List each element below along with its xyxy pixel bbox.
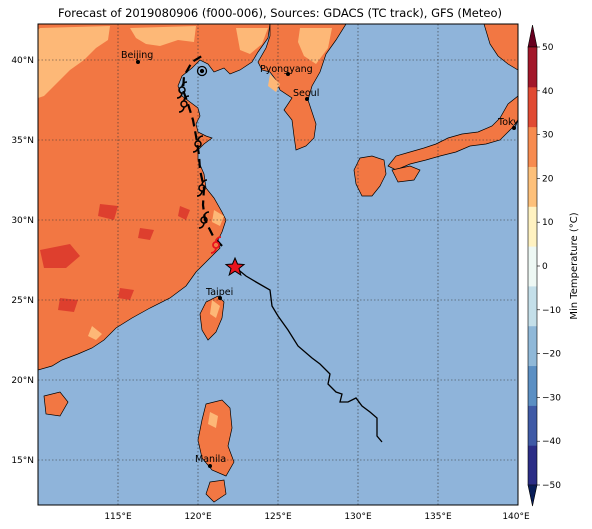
land-luzon bbox=[197, 399, 235, 477]
longitude-ticks: 115°E 120°E 125°E 130°E 135°E 140°E bbox=[104, 512, 530, 522]
colorbar-tick-label: −50 bbox=[542, 481, 561, 491]
colorbar-band bbox=[528, 86, 537, 128]
land-japan-hokkaido bbox=[483, 24, 518, 71]
land-japan-honshu bbox=[387, 95, 518, 171]
lon-tick: 115°E bbox=[104, 512, 132, 522]
colorbar-extend-max bbox=[527, 24, 538, 48]
city-marker-pyongyang bbox=[286, 72, 290, 76]
city-marker-taipei bbox=[218, 296, 222, 300]
colorbar-tick-label: 50 bbox=[542, 43, 554, 53]
map-title: Forecast of 2019080906 (f000-006), Sourc… bbox=[58, 6, 502, 20]
city-label-seoul: Seoul bbox=[293, 88, 319, 99]
typhoon-symbol-5 bbox=[176, 81, 188, 99]
lon-tick: 135°E bbox=[424, 512, 452, 522]
lat-tick: 35°N bbox=[11, 136, 34, 146]
lat-tick: 30°N bbox=[11, 216, 34, 226]
colorbar-tick-label: 20 bbox=[542, 174, 554, 184]
city-marker-beijing bbox=[136, 60, 140, 64]
colorbar-band bbox=[528, 166, 537, 207]
land-hainan bbox=[43, 391, 69, 417]
lon-tick: 120°E bbox=[184, 512, 212, 522]
latest-position-star bbox=[224, 256, 246, 277]
current-position-typhoon bbox=[210, 236, 222, 254]
colorbar-band bbox=[528, 285, 537, 327]
city-marker-tokyo bbox=[512, 126, 516, 130]
colorbar: 50 40 30 20 10 0 −10 −20 −30 −40 −50 Min Temperatu… bbox=[527, 24, 580, 507]
city-marker-manila bbox=[208, 464, 212, 468]
colorbar-tick-label: −40 bbox=[542, 437, 561, 447]
colorbar-band bbox=[528, 405, 537, 446]
city-label-pyongyang: Pyongyang bbox=[260, 64, 313, 75]
map-frame bbox=[37, 23, 519, 506]
colorbar-band bbox=[528, 246, 537, 287]
lon-tick: 125°E bbox=[264, 512, 292, 522]
colorbar-band bbox=[528, 365, 537, 406]
city-marker-seoul bbox=[305, 97, 309, 101]
colorbar-tick-label: −20 bbox=[542, 350, 561, 360]
latitude-ticks: 15°N 20°N 25°N 30°N 35°N 40°N bbox=[11, 56, 34, 466]
tc-track-past bbox=[234, 266, 383, 443]
map-panel[interactable]: Beijing Pyongyang Seoul Tokyo Taipei Man… bbox=[37, 23, 525, 506]
colorbar-band bbox=[528, 206, 537, 247]
city-label-beijing: Beijing bbox=[121, 50, 153, 61]
colorbar-tick-label: −30 bbox=[542, 393, 561, 403]
city-label-manila: Manila bbox=[195, 454, 226, 465]
typhoon-symbol-1 bbox=[198, 211, 210, 229]
city-label-taipei: Taipei bbox=[205, 287, 233, 298]
land-japan-kyushu bbox=[353, 155, 387, 197]
city-label-tokyo: Tokyo bbox=[497, 117, 525, 128]
typhoon-symbol-3 bbox=[192, 135, 204, 153]
typhoon-symbol-4 bbox=[178, 95, 190, 113]
typhoon-symbol-6 bbox=[196, 65, 208, 77]
colorbar-label: Min Temperature (°C) bbox=[569, 212, 580, 319]
lon-tick: 140°E bbox=[502, 512, 530, 522]
colorbar-tick-label: 0 bbox=[542, 262, 548, 272]
colorbar-extend-min bbox=[527, 484, 538, 507]
typhoon-symbol-2 bbox=[196, 179, 208, 197]
colorbar-tick-label: 40 bbox=[542, 87, 554, 97]
lon-tick: 130°E bbox=[344, 512, 372, 522]
colorbar-band bbox=[528, 126, 537, 167]
land-mindoro bbox=[205, 479, 227, 503]
land-korea bbox=[257, 24, 347, 151]
lat-tick: 15°N bbox=[11, 456, 34, 466]
colorbar-tick-label: 10 bbox=[542, 218, 554, 228]
colorbar-band bbox=[528, 47, 537, 88]
colorbar-band bbox=[528, 325, 537, 367]
map-grid bbox=[38, 24, 518, 505]
lat-tick: 25°N bbox=[11, 296, 34, 306]
temperature-band-10-20 bbox=[38, 26, 332, 428]
colorbar-tick-label: −10 bbox=[542, 306, 561, 316]
colorbar-band bbox=[528, 445, 537, 486]
lat-tick: 20°N bbox=[11, 376, 34, 386]
temperature-band-30-40 bbox=[40, 204, 190, 312]
colorbar-tick-label: 30 bbox=[542, 131, 554, 141]
lat-tick: 40°N bbox=[11, 56, 34, 66]
land-japan-shikoku bbox=[391, 165, 421, 183]
